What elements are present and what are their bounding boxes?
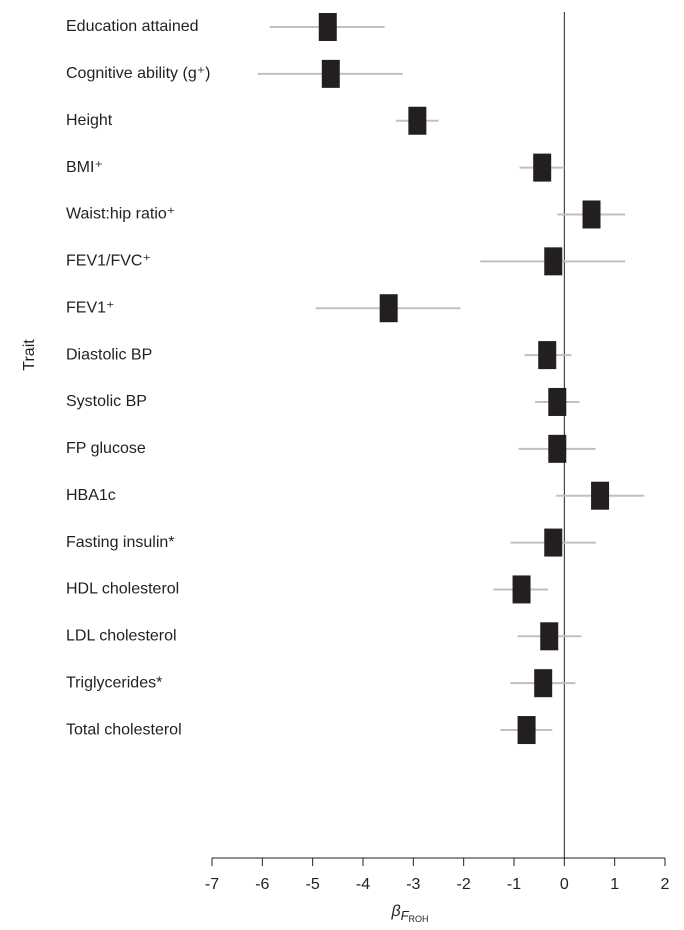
y-tick-label: FEV1/FVC⁺ [66,253,151,270]
point-estimate [548,434,567,463]
point-estimate [534,669,553,698]
point-estimate [544,247,563,276]
y-axis-label: Trait [21,339,38,371]
x-tick-label: 2 [661,876,670,893]
y-tick-label: FP glucose [66,440,146,457]
x-label-symbol: β [390,903,400,920]
y-tick-label: Total cholesterol [66,721,182,738]
point-estimate [591,481,610,510]
point-estimate [321,59,340,88]
x-tick-label: -2 [457,876,471,893]
point-estimate [379,294,398,323]
point-estimate [538,341,557,370]
y-tick-label: Education attained [66,18,199,35]
point-estimate [544,528,563,557]
y-tick-label: HDL cholesterol [66,581,179,598]
x-label-subsub: ROH [409,914,429,924]
point-estimate [548,387,567,416]
x-tick-label: -7 [205,876,219,893]
point-estimate [318,13,337,41]
x-tick-label: 1 [610,876,619,893]
point-estimate [408,106,427,135]
x-tick-label: -6 [255,876,269,893]
x-tick-label: -4 [356,876,370,893]
y-tick-label: FEV1⁺ [66,299,114,316]
x-tick-label: -5 [306,876,320,893]
point-estimate [533,153,552,182]
y-tick-label: Cognitive ability (g⁺) [66,65,211,82]
y-tick-label: Triglycerides* [66,674,162,691]
x-tick-label: -3 [406,876,420,893]
y-tick-label: HBA1c [66,487,116,504]
y-tick-label: Diastolic BP [66,346,152,363]
y-tick-label: Waist:hip ratio⁺ [66,206,175,223]
point-estimate [512,575,531,604]
point-estimate [517,716,536,745]
y-tick-label: BMI⁺ [66,159,103,176]
y-tick-label: Systolic BP [66,393,147,410]
x-tick-label: -1 [507,876,521,893]
y-tick-label: Fasting insulin* [66,534,175,551]
point-estimate [540,622,559,651]
y-tick-label: LDL cholesterol [66,628,177,645]
point-estimate [582,200,601,229]
y-tick-label: Height [66,112,113,129]
x-label-sub: F [401,908,410,923]
x-axis-label: βFROH [390,903,428,924]
x-tick-label: 0 [560,876,569,893]
